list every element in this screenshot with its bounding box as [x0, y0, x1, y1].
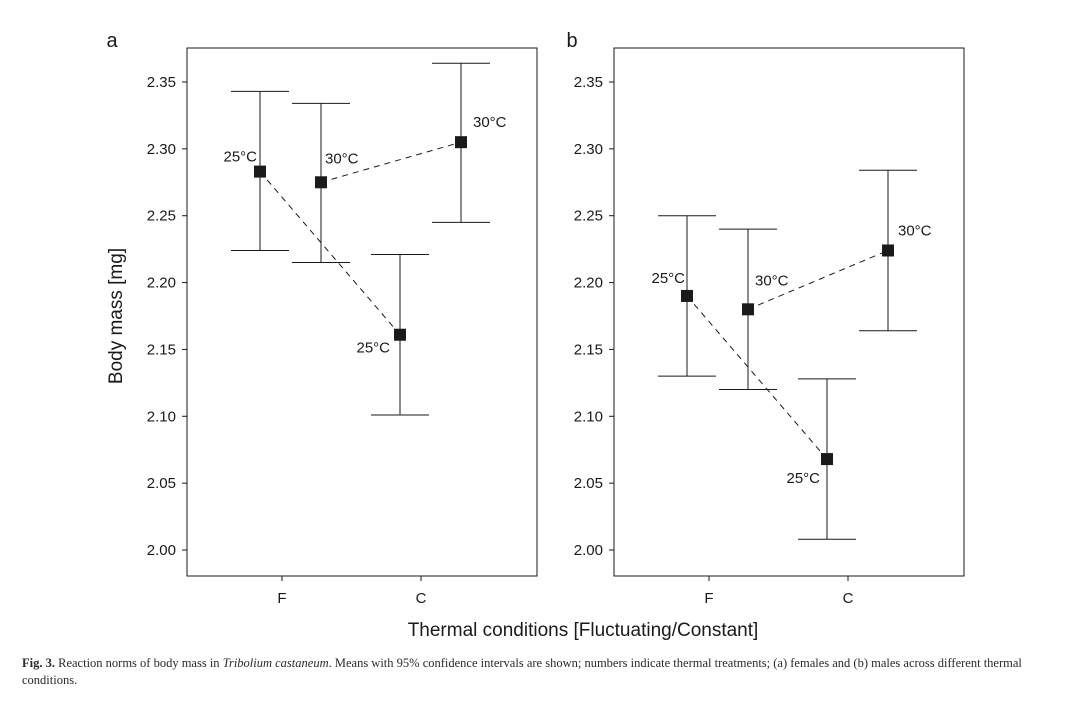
y-tick-label: 2.00	[574, 542, 603, 559]
mean-marker	[315, 176, 327, 189]
x-axis-label: Thermal conditions [Fluctuating/Constant…	[408, 620, 759, 641]
y-tick-label: 2.10	[147, 408, 176, 425]
panel-a: a 2.00 2.05 2.10 2.15 2.20 2.25 2.30 2.35 F C 25°C 3…	[106, 30, 538, 607]
caption-label: Fig. 3.	[22, 656, 55, 670]
y-axis-label: Body mass [mg]	[106, 248, 127, 384]
y-tick-label: 2.25	[147, 208, 176, 225]
x-tick-label: C	[416, 590, 427, 607]
point-label: 25°C	[651, 270, 685, 287]
plot-frame	[613, 47, 965, 577]
mean-marker	[681, 289, 693, 302]
mean-marker	[821, 453, 833, 466]
y-tick-label: 2.35	[574, 74, 603, 91]
figure-caption: Fig. 3. Reaction norms of body mass in T…	[22, 655, 1062, 689]
y-tick-label: 2.15	[147, 341, 176, 358]
panel-label: b	[566, 30, 577, 52]
y-tick-label: 2.05	[574, 475, 603, 492]
reaction-norm-line	[320, 141, 462, 183]
y-tick-label: 2.10	[574, 408, 603, 425]
y-tick-label: 2.30	[574, 141, 603, 158]
x-tick-label: F	[704, 590, 713, 607]
y-tick-label: 2.05	[147, 475, 176, 492]
plot-frame	[186, 47, 538, 577]
x-tick-label: F	[277, 590, 286, 607]
reaction-norm-line	[259, 171, 401, 336]
panel-b: b 2.00 2.05 2.10 2.15 2.20 2.25 2.30 2.35 F C 25°C 3…	[566, 30, 965, 607]
point-label: 25°C	[223, 149, 257, 166]
y-tick-label: 2.15	[574, 341, 603, 358]
mean-marker	[882, 244, 894, 257]
y-tick-label: 2.35	[147, 74, 176, 91]
y-tick-label: 2.20	[574, 275, 603, 292]
point-label: 30°C	[473, 114, 507, 131]
mean-marker	[254, 165, 266, 178]
mean-marker	[742, 303, 754, 316]
panel-label: a	[106, 30, 118, 52]
point-label: 30°C	[755, 272, 789, 289]
point-label: 25°C	[786, 470, 820, 487]
point-label: 30°C	[325, 150, 359, 167]
point-label: 25°C	[356, 340, 390, 357]
y-tick-label: 2.20	[147, 275, 176, 292]
caption-text-after: . Means with 95% confidence intervals ar…	[22, 656, 1022, 687]
y-tick-label: 2.30	[147, 141, 176, 158]
mean-marker	[394, 328, 406, 341]
reaction-norm-line	[747, 250, 889, 310]
point-label: 30°C	[898, 222, 932, 239]
x-tick-label: C	[843, 590, 854, 607]
caption-text-before: Reaction norms of body mass in	[58, 656, 220, 670]
y-tick-label: 2.25	[574, 208, 603, 225]
y-tick-label: 2.00	[147, 542, 176, 559]
caption-species: Tribolium castaneum	[222, 656, 329, 670]
reaction-norm-line	[686, 295, 828, 460]
mean-marker	[455, 136, 467, 149]
